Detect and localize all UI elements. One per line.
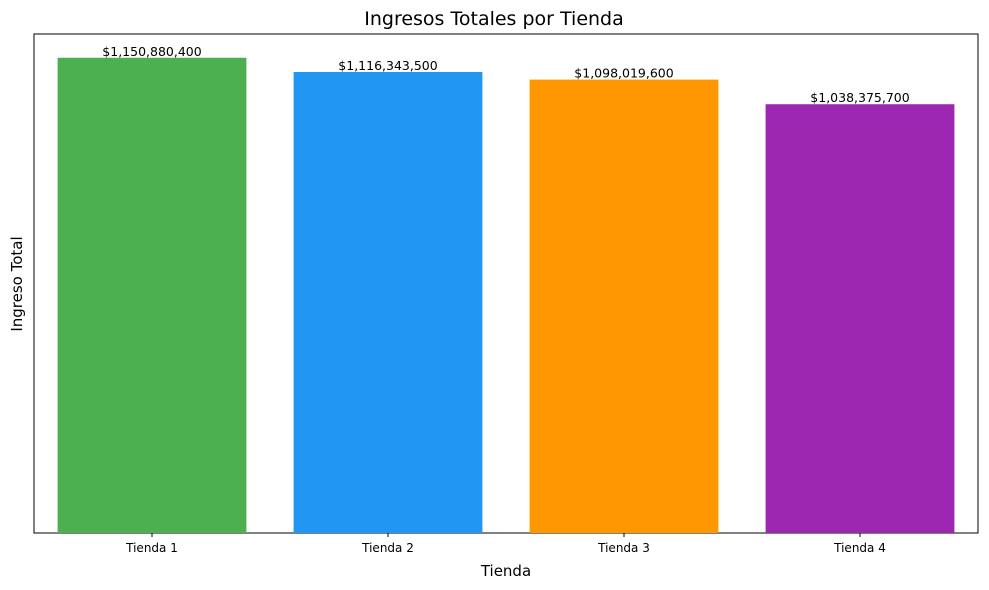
x-tick-label-4: Tienda 4 [833,541,886,555]
bar-value-label-4: $1,038,375,700 [810,90,909,105]
bar-3 [529,79,719,533]
y-axis-label: Ingreso Total [8,236,26,331]
bar-value-label-1: $1,150,880,400 [102,44,201,59]
x-tick-label-2: Tienda 2 [361,541,414,555]
bar-value-label-2: $1,116,343,500 [338,58,437,73]
bar-value-label-3: $1,098,019,600 [574,66,673,81]
bar-4 [765,104,955,533]
bars-layer: $1,150,880,400 $1,116,343,500 $1,098,019,6… [57,44,955,534]
x-axis-label: Tienda [480,562,531,580]
x-tick-label-3: Tienda 3 [597,541,650,555]
bar-2 [293,72,483,533]
bar-1 [57,57,247,534]
chart-title: Ingresos Totales por Tienda [364,8,624,30]
x-ticks-layer: Tienda 1 Tienda 2 Tienda 3 Tienda 4 [125,533,886,555]
x-tick-label-1: Tienda 1 [125,541,178,555]
plot-area-frame [33,33,979,534]
